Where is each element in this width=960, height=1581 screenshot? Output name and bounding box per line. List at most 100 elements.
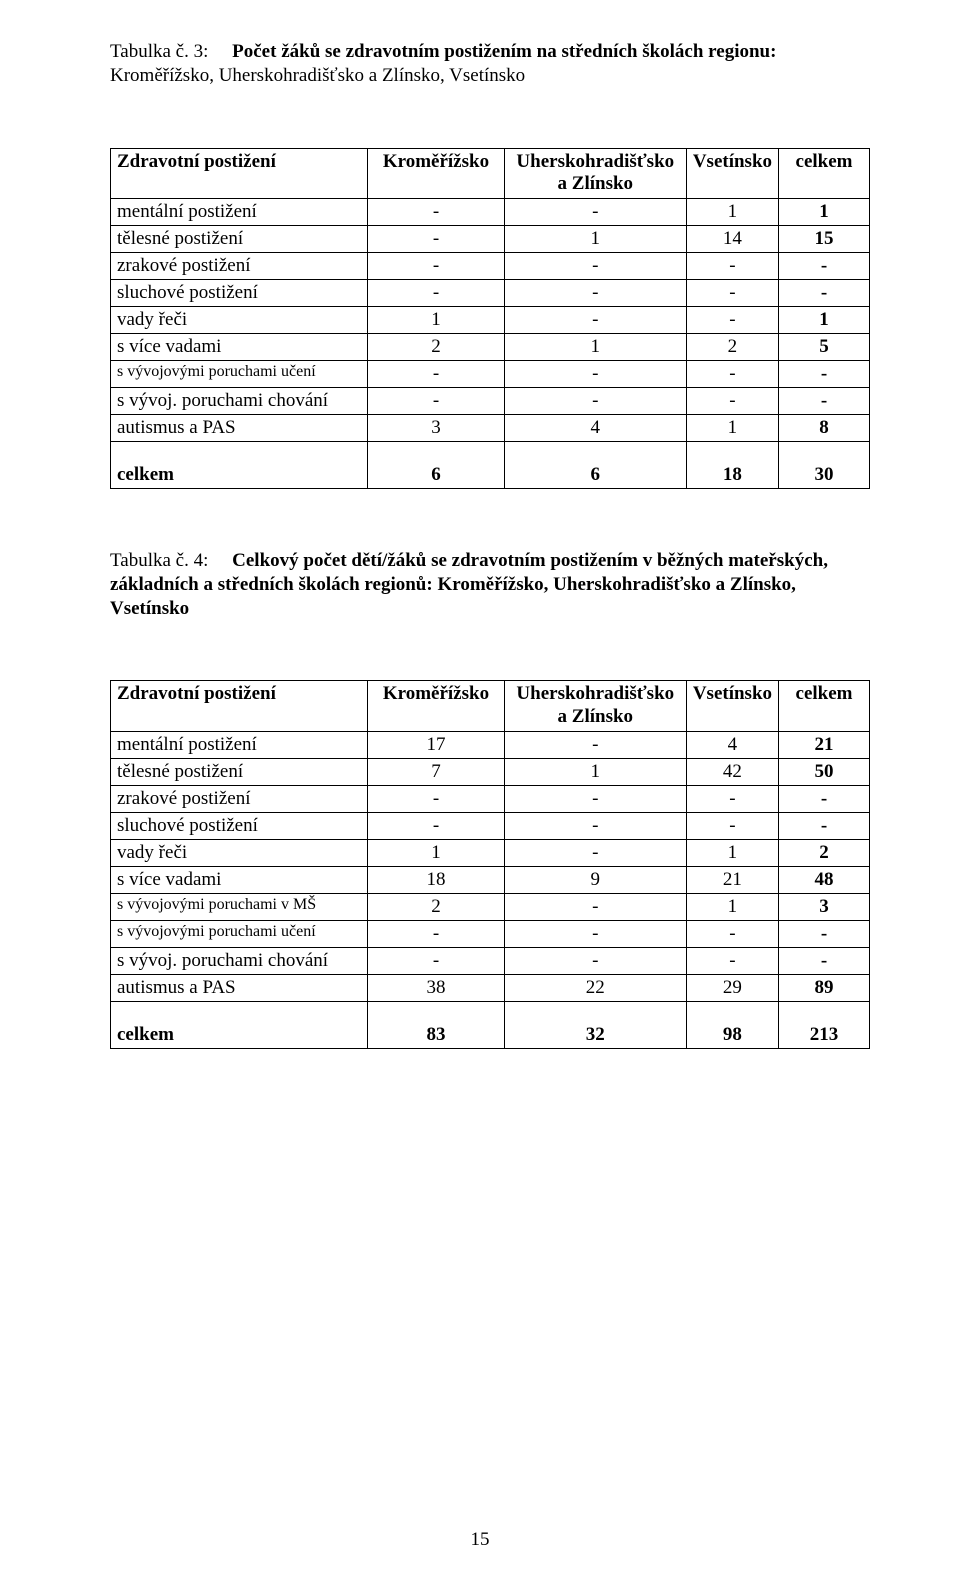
table4-cell-label: s vývoj. poruchami chování (111, 947, 368, 974)
table3-cell-b: 4 (504, 415, 686, 442)
page: Tabulka č. 3: Počet žáků se zdravotním p… (0, 0, 960, 1581)
table4-cell-label: sluchové postižení (111, 812, 368, 839)
table4-cell-label: vady řeči (111, 839, 368, 866)
table4-row: sluchové postižení---- (111, 812, 870, 839)
table4-title-label: Tabulka č. 4: (110, 550, 208, 571)
table3-total-label: celkem (111, 462, 368, 489)
table3-cell-a: 2 (368, 334, 505, 361)
table3-cell-label: s vývojovými poruchami učení (111, 361, 368, 388)
table4-header-row: Zdravotní postižení Kroměřížsko Uherskoh… (111, 681, 870, 732)
table4-cell-a: 38 (368, 974, 505, 1001)
table4-total-row: celkem 83 32 98 213 (111, 1022, 870, 1049)
table4-cell-b: - (504, 839, 686, 866)
table4-cell-b: - (504, 785, 686, 812)
table3-cell-d: 15 (779, 226, 870, 253)
table3-cell-c: - (686, 388, 778, 415)
table3-cell-d: - (779, 388, 870, 415)
table3-cell-c: - (686, 253, 778, 280)
table3-total-a: 6 (368, 462, 505, 489)
table3-cell-label: zrakové postižení (111, 253, 368, 280)
table3-total-b: 6 (504, 462, 686, 489)
table3-cell-label: mentální postižení (111, 199, 368, 226)
table4-cell-c: - (686, 947, 778, 974)
table3-total-row: celkem 6 6 18 30 (111, 462, 870, 489)
table3-h2: Kroměřížsko (368, 148, 505, 199)
table4-row: zrakové postižení---- (111, 785, 870, 812)
table4-row: vady řeči1-12 (111, 839, 870, 866)
table3-cell-a: - (368, 280, 505, 307)
table4-cell-d: - (779, 812, 870, 839)
table3-cell-b: - (504, 307, 686, 334)
table4-row: s vývoj. poruchami chování---- (111, 947, 870, 974)
table3-row: s více vadami2125 (111, 334, 870, 361)
table3: Zdravotní postižení Kroměřížsko Uherskoh… (110, 148, 870, 490)
table4-title-rest-l1: základních a středních školách regionů: … (110, 574, 796, 595)
table3-cell-label: s vývoj. poruchami chování (111, 388, 368, 415)
table3-h5: celkem (779, 148, 870, 199)
table3-cell-c: 2 (686, 334, 778, 361)
table4-cell-label: tělesné postižení (111, 758, 368, 785)
table4: Zdravotní postižení Kroměřížsko Uherskoh… (110, 680, 870, 1049)
table3-cell-d: 1 (779, 307, 870, 334)
table4-total-c: 98 (686, 1022, 778, 1049)
table3-cell-a: - (368, 253, 505, 280)
table4-title-bold: Celkový počet dětí/žáků se zdravotním po… (232, 550, 828, 571)
table4-total-a: 83 (368, 1022, 505, 1049)
table4-h4: Vsetínsko (686, 681, 778, 732)
table3-cell-b: - (504, 361, 686, 388)
table4-cell-a: - (368, 812, 505, 839)
table4-cell-a: 1 (368, 839, 505, 866)
table4-row: autismus a PAS38222989 (111, 974, 870, 1001)
table3-cell-b: - (504, 388, 686, 415)
table4-cell-c: 4 (686, 731, 778, 758)
table4-cell-b: - (504, 812, 686, 839)
page-number: 15 (0, 1529, 960, 1551)
table4-cell-d: 2 (779, 839, 870, 866)
table4-cell-label: s více vadami (111, 866, 368, 893)
table3-total-d: 30 (779, 462, 870, 489)
table4-total-b: 32 (504, 1022, 686, 1049)
table4-cell-a: - (368, 947, 505, 974)
table3-cell-b: - (504, 280, 686, 307)
table4-cell-d: 89 (779, 974, 870, 1001)
table4-cell-d: - (779, 947, 870, 974)
table4-row: s vývojovými poruchami v MŠ2-13 (111, 893, 870, 920)
table3-row: s vývojovými poruchami učení---- (111, 361, 870, 388)
table3-cell-d: 5 (779, 334, 870, 361)
table3-cell-label: vady řeči (111, 307, 368, 334)
table4-cell-a: 7 (368, 758, 505, 785)
table4-cell-b: - (504, 947, 686, 974)
table4-cell-label: s vývojovými poruchami učení (111, 920, 368, 947)
table3-row: zrakové postižení---- (111, 253, 870, 280)
table3-cell-a: - (368, 199, 505, 226)
table3-title-rest: Kroměřížsko, Uherskohradišťsko a Zlínsko… (110, 65, 525, 86)
table4-cell-b: 1 (504, 758, 686, 785)
table3-cell-c: 1 (686, 199, 778, 226)
table3-cell-c: 1 (686, 415, 778, 442)
table4-cell-c: 29 (686, 974, 778, 1001)
table4-cell-c: - (686, 920, 778, 947)
table4-cell-a: 2 (368, 893, 505, 920)
table4-h1: Zdravotní postižení (111, 681, 368, 732)
table4-cell-c: 21 (686, 866, 778, 893)
table4-cell-d: - (779, 920, 870, 947)
table4-h3-l2: a Zlínsko (558, 706, 634, 727)
table4-cell-d: - (779, 785, 870, 812)
table4-total-d: 213 (779, 1022, 870, 1049)
table3-cell-d: - (779, 253, 870, 280)
table4-cell-b: 22 (504, 974, 686, 1001)
table3-row: autismus a PAS3418 (111, 415, 870, 442)
table3-cell-c: - (686, 280, 778, 307)
table4-cell-label: autismus a PAS (111, 974, 368, 1001)
table3-cell-a: 3 (368, 415, 505, 442)
table4-cell-d: 3 (779, 893, 870, 920)
table4-h2: Kroměřížsko (368, 681, 505, 732)
table4-cell-a: 18 (368, 866, 505, 893)
table4-title-rest-l2: Vsetínsko (110, 598, 189, 619)
table3-total-c: 18 (686, 462, 778, 489)
table4-cell-c: - (686, 812, 778, 839)
table3-cell-a: - (368, 361, 505, 388)
table3-cell-a: 1 (368, 307, 505, 334)
table3-cell-c: 14 (686, 226, 778, 253)
table4-cell-label: mentální postižení (111, 731, 368, 758)
